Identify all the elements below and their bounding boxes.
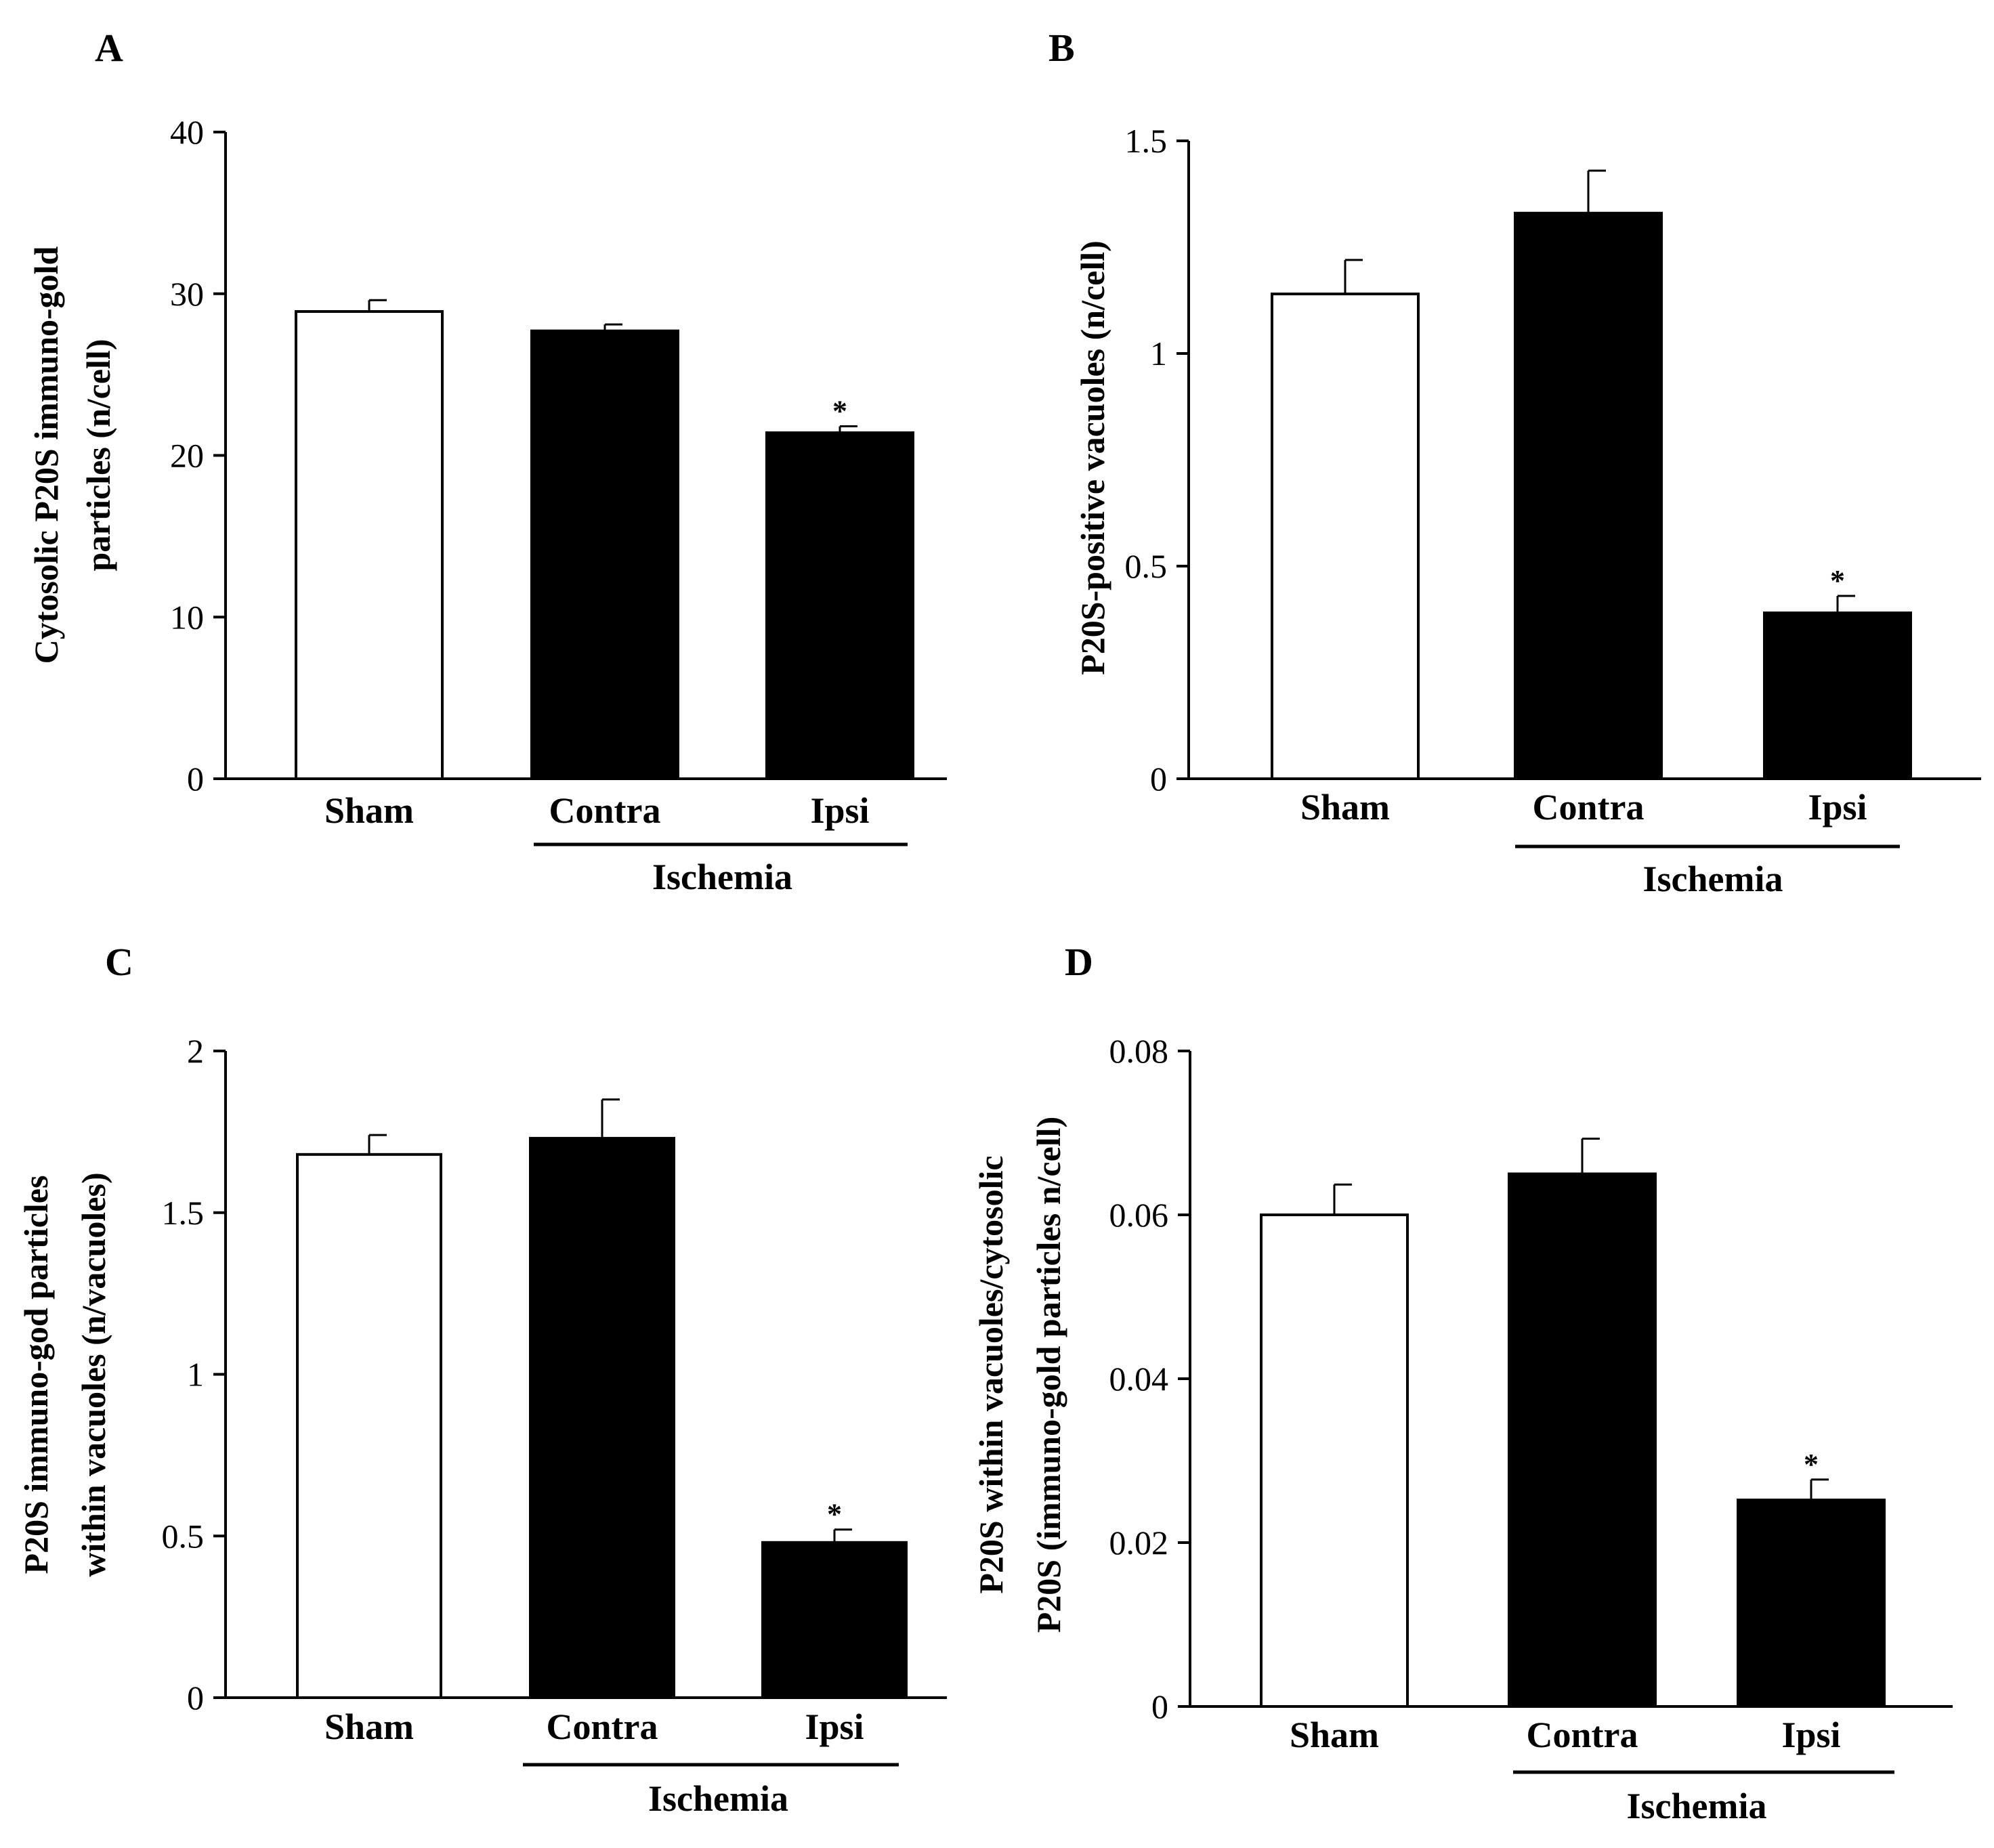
bar-contra xyxy=(1508,1172,1657,1708)
bar-ipsi xyxy=(1763,611,1912,781)
panel-letter-d: D xyxy=(1065,940,1093,984)
y-tick-label: 1 xyxy=(187,1356,204,1394)
y-tick-label: 1 xyxy=(1150,335,1167,372)
category-label-sham: Sham xyxy=(1290,1715,1379,1755)
y-tick-label: 0.5 xyxy=(162,1517,205,1555)
y-tick-label: 2 xyxy=(187,1032,204,1070)
category-label-ipsi: Ipsi xyxy=(1781,1715,1840,1755)
bar-ipsi xyxy=(765,431,914,780)
y-tick-label: 0.02 xyxy=(1109,1524,1169,1562)
y-tick-label: 0 xyxy=(187,760,204,798)
y-tick-label: 30 xyxy=(170,275,204,313)
y-axis-title-line: particles (n/cell) xyxy=(79,339,117,572)
y-tick-label: 40 xyxy=(170,113,204,151)
significance-star: * xyxy=(827,1498,842,1531)
y-axis-title-line: Cytosolic P20S immuno-gold xyxy=(27,246,65,664)
category-label-sham: Sham xyxy=(1300,787,1390,828)
y-axis-title-line: P20S within vacuoles/cytosolic xyxy=(972,1155,1010,1593)
y-axis-title-line: P20S-positive vacuoles (n/cell) xyxy=(1074,240,1111,675)
category-label-sham: Sham xyxy=(324,1706,414,1747)
y-tick-label: 0.06 xyxy=(1109,1196,1169,1234)
group-label-ischemia: Ischemia xyxy=(1627,1786,1767,1826)
category-label-contra: Contra xyxy=(1533,787,1645,828)
y-tick-label: 1.5 xyxy=(162,1194,205,1232)
group-label-ischemia: Ischemia xyxy=(648,1778,788,1819)
y-tick-label: 0 xyxy=(1150,760,1167,798)
significance-star: * xyxy=(1830,564,1845,597)
y-tick-label: 0.08 xyxy=(1109,1032,1169,1070)
significance-star: * xyxy=(832,395,847,428)
category-label-ipsi: Ipsi xyxy=(805,1706,864,1747)
category-label-contra: Contra xyxy=(549,790,661,831)
bar-sham xyxy=(295,310,444,780)
category-label-ipsi: Ipsi xyxy=(810,790,869,831)
category-label-ipsi: Ipsi xyxy=(1808,787,1867,828)
panel-letter-a: A xyxy=(95,26,123,70)
panel-d: D 0 0.02 0.04 0.06 0.08 Sham Contra * Ipsi Ischem… xyxy=(972,940,1953,1826)
y-tick-label: 0.04 xyxy=(1109,1360,1169,1398)
category-label-contra: Contra xyxy=(547,1706,658,1747)
bar-contra xyxy=(1514,211,1663,780)
bar-contra xyxy=(529,1136,675,1700)
group-label-ischemia: Ischemia xyxy=(652,857,792,897)
bar-ipsi xyxy=(761,1541,908,1700)
bar-sham xyxy=(1271,293,1420,780)
panel-letter-b: B xyxy=(1048,26,1075,70)
group-label-ischemia: Ischemia xyxy=(1643,859,1783,899)
y-tick-label: 20 xyxy=(170,437,204,475)
panel-a: A 0 10 20 30 40 Sham Contra * Ipsi Ischemia Cytoso… xyxy=(27,26,947,897)
y-axis-title-line: P20S immuno-god particles xyxy=(17,1176,55,1574)
y-axis-title-line: within vacuoles (n/vacuoles) xyxy=(75,1172,112,1576)
bar-ipsi xyxy=(1737,1499,1886,1709)
category-label-contra: Contra xyxy=(1527,1715,1638,1755)
significance-star: * xyxy=(1804,1448,1819,1481)
y-tick-label: 1.5 xyxy=(1125,122,1168,160)
panel-b: B 0 0.5 1 1.5 Sham Contra * Ipsi Ischemia P20S-po… xyxy=(1048,26,1981,899)
y-tick-label: 0 xyxy=(187,1679,204,1717)
panel-letter-c: C xyxy=(105,940,133,984)
y-axis-title-line: P20S (immuno-gold particles n/cell) xyxy=(1030,1117,1067,1633)
y-tick-label: 10 xyxy=(170,598,204,636)
y-tick-label: 0 xyxy=(1151,1688,1168,1725)
y-tick-label: 0.5 xyxy=(1125,547,1168,585)
panel-c: C 0 0.5 1 1.5 2 Sham Contra * Ipsi Ischemia P20S i… xyxy=(17,940,947,1819)
bar-sham xyxy=(296,1153,442,1700)
category-label-sham: Sham xyxy=(324,790,414,831)
bar-sham xyxy=(1260,1213,1409,1708)
bar-contra xyxy=(530,329,679,781)
